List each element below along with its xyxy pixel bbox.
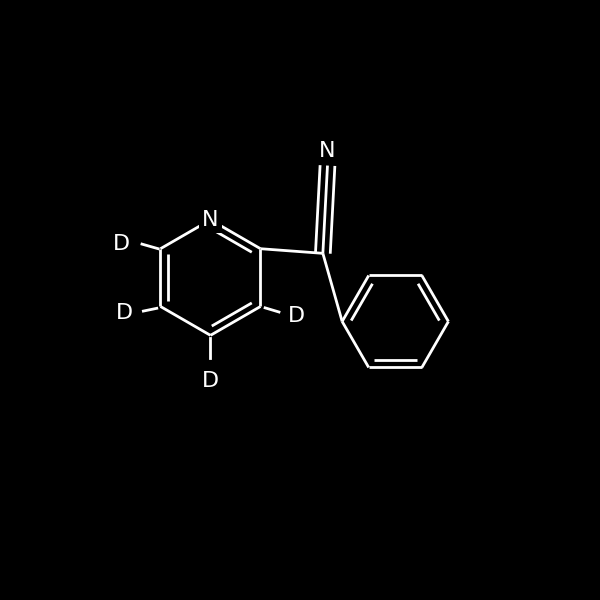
Text: D: D (202, 371, 219, 391)
Text: D: D (113, 234, 130, 254)
Text: D: D (288, 306, 305, 326)
Text: D: D (116, 304, 133, 323)
Text: N: N (202, 210, 219, 230)
Text: N: N (319, 141, 336, 161)
